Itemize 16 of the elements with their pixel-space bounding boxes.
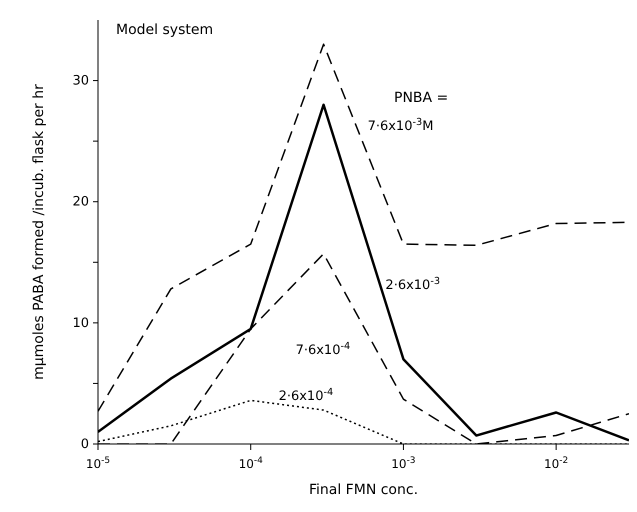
annotation: PNBA = (394, 90, 448, 106)
y-tick-label: 0 (80, 437, 89, 452)
y-axis-title: mμmoles PABA formed /incub. flask per hr (30, 84, 47, 380)
y-tick-label: 10 (72, 316, 89, 331)
x-tick-label: 10$^{-5}$ (86, 456, 110, 471)
x-axis-title: Final FMN conc. (308, 482, 418, 498)
series-label: 2·6x10$^{-3}$ (385, 276, 440, 294)
x-tick-label: 10$^{-3}$ (391, 456, 416, 471)
x-tick-label: 10$^{-4}$ (238, 456, 264, 471)
y-tick-label: 30 (72, 74, 89, 89)
x-tick-label: 10$^{-2}$ (544, 456, 568, 471)
series-label: 2·6x10$^{-4}$ (278, 386, 334, 404)
series-label: 7·6x10$^{-4}$ (296, 340, 350, 358)
chart-title: Model system (116, 22, 214, 38)
y-tick-label: 20 (72, 194, 89, 210)
series-label: 7·6x10$^{-3}$M (368, 116, 434, 134)
